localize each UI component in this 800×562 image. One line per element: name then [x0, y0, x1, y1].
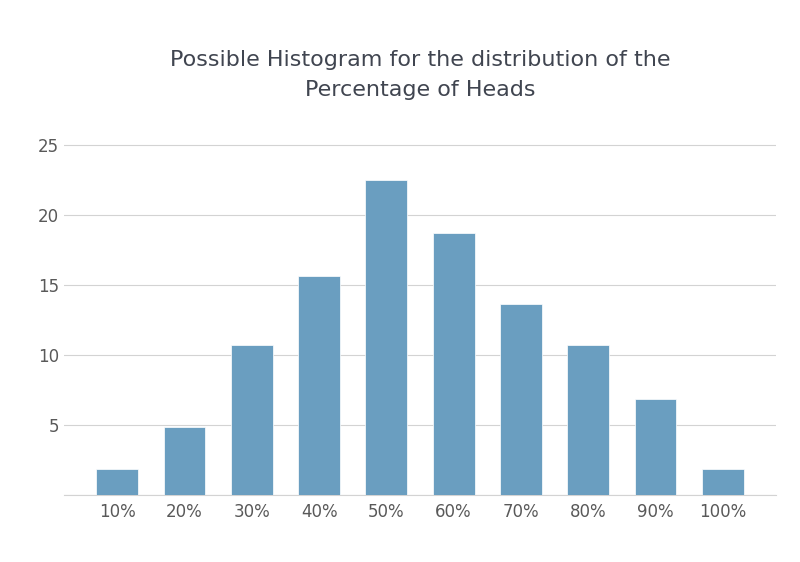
Bar [702, 469, 744, 495]
Bar [231, 345, 273, 495]
Bar [96, 469, 138, 495]
Bar [634, 400, 676, 495]
Bar [567, 345, 609, 495]
Bar [164, 427, 206, 495]
Bar [366, 180, 407, 495]
Bar [433, 233, 474, 495]
Bar [500, 304, 542, 495]
Title: Possible Histogram for the distribution of the
Percentage of Heads: Possible Histogram for the distribution … [170, 50, 670, 100]
Bar [298, 276, 340, 495]
